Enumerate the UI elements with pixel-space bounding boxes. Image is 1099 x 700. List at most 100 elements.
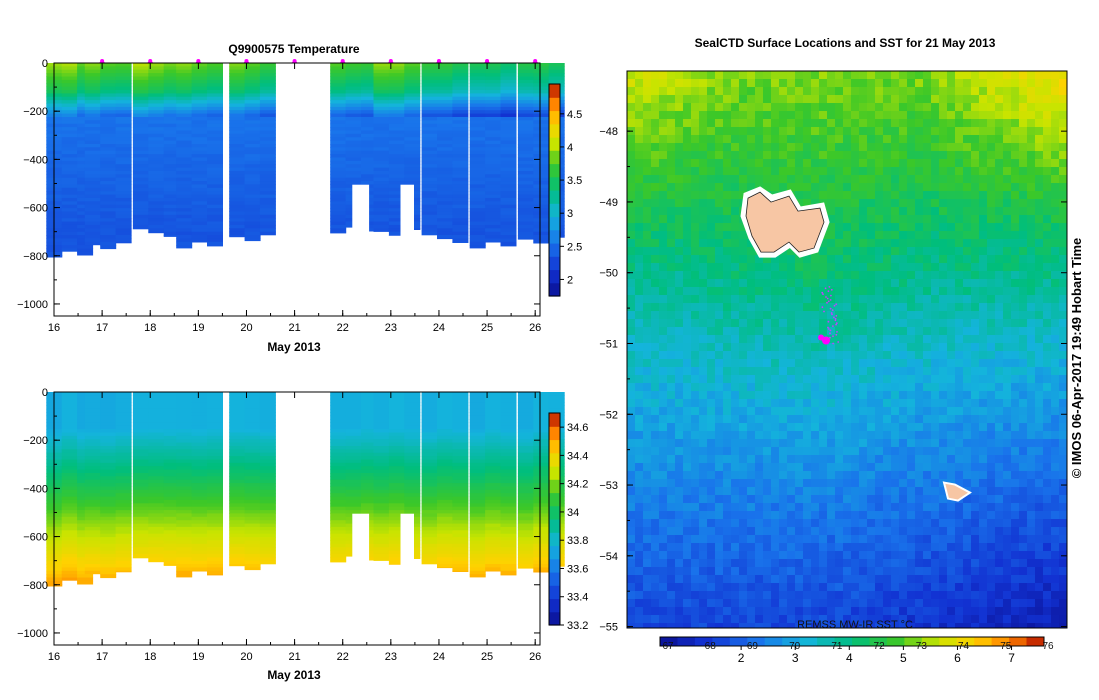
sst-cell (1059, 159, 1067, 168)
heatmap-cell (84, 127, 101, 131)
sst-cell (867, 223, 876, 232)
sst-cell (635, 279, 644, 288)
heatmap-cell (517, 113, 534, 118)
heatmap-cell (163, 425, 180, 430)
sst-cell (715, 111, 724, 120)
heatmap-cell (330, 83, 347, 88)
heatmap-cell (244, 181, 261, 185)
sst-cell (675, 271, 684, 280)
heatmap-cell (115, 429, 132, 433)
sst-cell (995, 223, 1004, 232)
sst-cell (803, 71, 812, 80)
colorbar-segment (549, 123, 560, 138)
heatmap-cell (452, 117, 469, 121)
heatmap-cell (452, 194, 469, 199)
sst-cell (963, 151, 972, 160)
heatmap-cell (229, 520, 246, 525)
sst-cell (707, 223, 716, 232)
heatmap-cell (500, 476, 517, 481)
heatmap-cell (452, 170, 469, 175)
sst-cell (707, 119, 716, 128)
heatmap-cell (485, 466, 502, 471)
heatmap-cell (437, 197, 453, 202)
heatmap-cell (244, 147, 261, 152)
sst-cell (1035, 143, 1044, 152)
heatmap-cell (437, 456, 453, 460)
sst-cell (659, 111, 668, 120)
heatmap-cell (452, 520, 469, 525)
sst-cell (667, 167, 676, 176)
sst-cell (1011, 167, 1020, 176)
salinity-heatmap (46, 392, 565, 645)
heatmap-cell (244, 425, 261, 430)
sst-cell (979, 79, 988, 88)
heatmap-cell (132, 221, 149, 226)
heatmap-cell (176, 63, 193, 67)
sst-cell (779, 279, 788, 288)
sst-cell (787, 175, 796, 184)
sst-cell (899, 119, 908, 128)
sst-cell (755, 271, 764, 280)
heatmap-cell (176, 93, 193, 98)
heatmap-cell (437, 466, 453, 471)
sst-cell (1027, 175, 1036, 184)
heatmap-cell (244, 164, 261, 169)
sst-cell (811, 167, 820, 176)
sst-cell (747, 279, 756, 288)
sst-cell (1043, 103, 1052, 112)
sst-cell (779, 175, 788, 184)
sst-cell (995, 119, 1004, 128)
heatmap-cell (163, 547, 180, 552)
heatmap-cell (61, 577, 78, 581)
heatmap-cell (61, 221, 78, 226)
heatmap-cell (148, 513, 165, 518)
heatmap-cell (207, 526, 223, 531)
heatmap-cell (404, 96, 421, 101)
sst-cell (1011, 271, 1020, 280)
heatmap-cell (452, 96, 469, 101)
sst-cell (1019, 103, 1028, 112)
heatmap-cell (115, 442, 132, 447)
sst-cell (923, 127, 932, 136)
sst-cell (683, 135, 692, 144)
heatmap-cell (533, 150, 550, 155)
heatmap-cell (115, 224, 132, 229)
heatmap-cell (115, 150, 132, 155)
sst-cell (811, 143, 820, 152)
heatmap-cell (517, 462, 534, 467)
sst-cell (707, 175, 716, 184)
heatmap-cell (115, 449, 132, 454)
heatmap-cell (373, 187, 390, 192)
heatmap-cell (500, 553, 517, 558)
heatmap-cell (132, 446, 149, 450)
heatmap-cell (452, 187, 469, 192)
sst-cell (691, 263, 700, 272)
heatmap-cell (207, 530, 223, 535)
heatmap-cell (191, 117, 208, 121)
x-tick-label: 18 (144, 322, 156, 334)
sst-cell (851, 71, 860, 80)
sst-cell (1019, 263, 1028, 272)
heatmap-cell (244, 513, 261, 518)
heatmap-cell (373, 520, 390, 525)
sst-cell (1003, 247, 1012, 256)
sst-cell (747, 167, 756, 176)
heatmap-cell (176, 170, 193, 175)
sst-cell (691, 191, 700, 200)
surface-marker (484, 59, 491, 63)
sst-cell (795, 79, 804, 88)
heatmap-cell (373, 113, 390, 118)
heatmap-cell (84, 147, 101, 152)
heatmap-cell (330, 76, 347, 81)
heatmap-cell (244, 66, 261, 71)
sst-cell (987, 151, 996, 160)
heatmap-cell (485, 442, 502, 447)
heatmap-cell (229, 174, 246, 179)
sst-cell (739, 191, 748, 200)
heatmap-cell (176, 432, 193, 437)
heatmap-cell (229, 483, 246, 487)
sst-cell (835, 279, 844, 288)
heatmap-cell (100, 442, 117, 447)
sst-cell (771, 279, 780, 288)
sst-cell (963, 95, 972, 104)
